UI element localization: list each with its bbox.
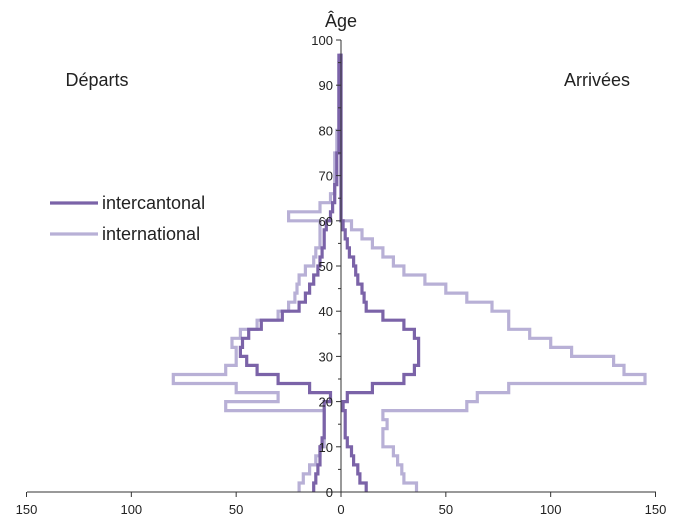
y-tick-label: 100 — [311, 33, 333, 48]
intercantonal-departures-line — [238, 53, 341, 492]
x-tick-label: 50 — [439, 502, 453, 517]
y-tick-label: 20 — [319, 395, 333, 410]
international-arrivals-line — [339, 53, 647, 492]
legend-label: international — [102, 224, 200, 244]
y-tick-label: 0 — [326, 485, 333, 500]
axes-layer: 150 100 50 0 50 100 150 0 10 20 30 40 50 60 70 80 90 100 — [16, 33, 667, 517]
y-axis-title: Âge — [325, 11, 357, 31]
legend: intercantonal international — [50, 193, 205, 244]
labels-layer: Âge Départs Arrivées — [65, 11, 630, 90]
x-tick-label: 150 — [16, 502, 38, 517]
y-tick-label: 80 — [319, 123, 333, 138]
x-tick-label: 150 — [645, 502, 667, 517]
y-tick-label: 10 — [319, 440, 333, 455]
departures-label: Départs — [65, 70, 128, 90]
arrivals-label: Arrivées — [564, 70, 630, 90]
international-departures-line — [171, 53, 343, 492]
y-tick-label: 70 — [319, 169, 333, 184]
y-tick-label: 50 — [319, 259, 333, 274]
x-tick-label: 100 — [540, 502, 562, 517]
x-tick-label: 0 — [337, 502, 344, 517]
y-tick-label: 30 — [319, 349, 333, 364]
y-tick-label: 60 — [319, 214, 333, 229]
y-tick-label: 90 — [319, 78, 333, 93]
x-tick-label: 50 — [229, 502, 243, 517]
intercantonal-arrivals-line — [339, 53, 421, 492]
legend-label: intercantonal — [102, 193, 205, 213]
y-tick-label: 40 — [319, 304, 333, 319]
x-tick-label: 100 — [120, 502, 142, 517]
series-layer — [171, 53, 647, 492]
